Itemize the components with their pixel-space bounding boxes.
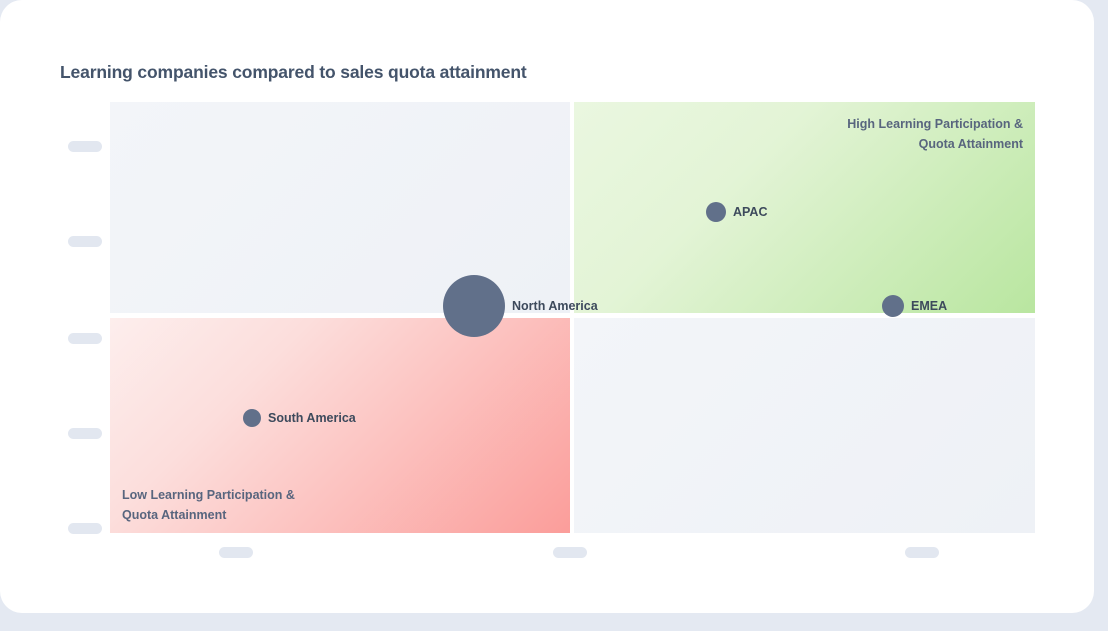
quadrant-top-left bbox=[110, 102, 570, 313]
quadrant-top-right: High Learning Participation & Quota Atta… bbox=[574, 102, 1035, 313]
y-axis-tick-placeholder-3 bbox=[68, 333, 102, 344]
data-point-label: EMEA bbox=[911, 299, 948, 313]
quadrant-bottom-right bbox=[574, 318, 1035, 533]
chart-card: Learning companies compared to sales quo… bbox=[0, 0, 1094, 613]
x-axis-tick-placeholder-3 bbox=[905, 547, 939, 558]
data-point-south-america[interactable]: South America bbox=[243, 409, 356, 427]
bubble-icon bbox=[706, 202, 726, 222]
data-point-apac[interactable]: APAC bbox=[706, 202, 768, 222]
y-axis-tick-placeholder-1 bbox=[68, 141, 102, 152]
bubble-icon bbox=[243, 409, 261, 427]
data-point-label: North America bbox=[512, 299, 598, 313]
data-point-north-america[interactable]: North America bbox=[443, 275, 598, 337]
bubble-icon bbox=[882, 295, 904, 317]
data-point-label: APAC bbox=[733, 205, 768, 219]
bubble-icon bbox=[443, 275, 505, 337]
x-axis-tick-placeholder-1 bbox=[219, 547, 253, 558]
data-point-label: South America bbox=[268, 411, 356, 425]
y-axis-tick-placeholder-2 bbox=[68, 236, 102, 247]
page-title: Learning companies compared to sales quo… bbox=[60, 62, 527, 82]
quadrant-label-low: Low Learning Participation & Quota Attai… bbox=[122, 488, 295, 522]
y-axis-tick-placeholder-4 bbox=[68, 428, 102, 439]
x-axis-tick-placeholder-2 bbox=[553, 547, 587, 558]
quadrant-label-high: High Learning Participation & Quota Atta… bbox=[847, 117, 1023, 151]
scatter-plot-area: High Learning Participation & Quota Atta… bbox=[110, 102, 1035, 533]
y-axis-tick-placeholder-5 bbox=[68, 523, 102, 534]
data-point-emea[interactable]: EMEA bbox=[882, 295, 947, 317]
quadrant-bottom-left: Low Learning Participation & Quota Attai… bbox=[110, 318, 570, 533]
